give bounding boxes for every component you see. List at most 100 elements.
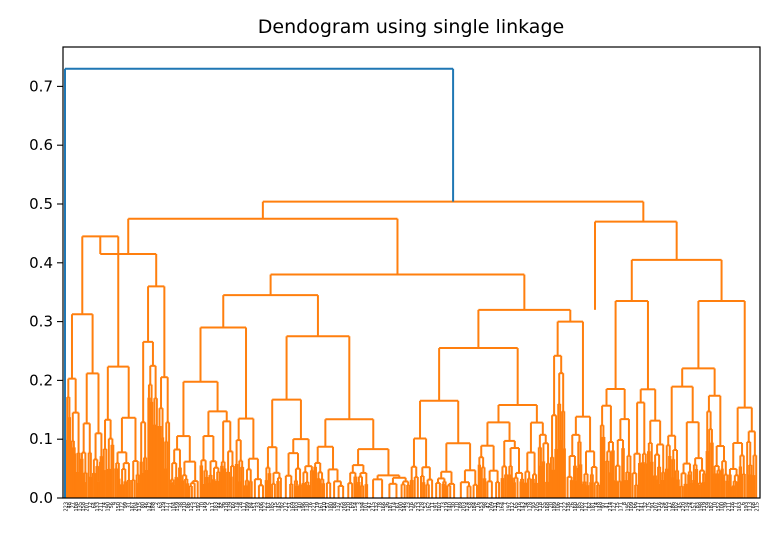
leaf-label: 36: [385, 502, 391, 508]
leaf-label: 38: [179, 502, 185, 508]
leaf-label: 223: [64, 502, 70, 512]
chart-title: Dendogram using single linkage: [258, 16, 564, 38]
leaf-label: 185: [269, 502, 275, 512]
leaf-label: 97: [601, 502, 607, 508]
leaf-label: 129: [161, 502, 167, 512]
y-tick-label: 0.3: [29, 313, 53, 331]
leaf-label: 178: [528, 502, 534, 512]
leaf-label: 66: [632, 502, 638, 508]
leaf-label: 154: [353, 502, 359, 512]
leaf-label: 14: [594, 502, 600, 508]
leaf-label: 79: [496, 502, 502, 508]
leaf-label: 112: [510, 502, 516, 512]
leaf-label: 100: [720, 502, 726, 512]
leaf-label: 101: [364, 502, 370, 512]
leaf-label: 153: [479, 502, 485, 512]
leaf-label: 135: [77, 502, 83, 512]
leaf-label: 181: [590, 502, 596, 512]
leaf-label: 30: [451, 502, 457, 508]
leaf-label: 127: [611, 502, 617, 512]
leaf-label: 76: [308, 502, 314, 508]
leaf-label: 217: [636, 502, 642, 512]
leaf-label: 194: [360, 502, 366, 512]
leaf-label: 116: [657, 502, 663, 512]
leaf-label: 65: [514, 502, 520, 508]
leaf-label: 21: [168, 502, 174, 508]
leaf-label: 150: [116, 502, 122, 512]
leaf-label: 221: [311, 502, 317, 512]
leaf-label: 93: [531, 502, 537, 508]
leaf-label: 119: [702, 502, 708, 512]
leaf-label: 111: [210, 502, 216, 512]
leaf-label: 158: [81, 502, 87, 512]
leaf-label: 51: [287, 502, 293, 508]
leaf-label: 31: [126, 502, 132, 508]
leaf-label: 211: [98, 502, 104, 512]
leaf-label: 200: [399, 502, 405, 512]
leaf-label: 172: [119, 502, 125, 512]
leaf-label: 85: [577, 502, 583, 508]
leaf-label: 206: [259, 502, 265, 512]
leaf-label: 148: [597, 502, 603, 512]
leaf-label: 11: [430, 502, 436, 508]
leaf-label: 54: [660, 502, 666, 508]
leaf-label: 164: [500, 502, 506, 512]
leaf-label: 32: [643, 502, 649, 508]
leaf-label: 202: [580, 502, 586, 512]
leaf-label: 107: [437, 502, 443, 512]
leaf-label: 5: [207, 502, 213, 505]
leaf-label: 208: [343, 502, 349, 512]
leaf-label: 55: [542, 502, 548, 508]
leaf-label: 170: [454, 502, 460, 512]
leaf-label: 203: [461, 502, 467, 512]
leaf-label: 159: [175, 502, 181, 512]
leaf-label: 180: [329, 502, 335, 512]
leaf-label: 63: [158, 502, 164, 508]
leaf-label: 124: [465, 502, 471, 512]
leaf-label: 152: [716, 502, 722, 512]
leaf-label: 84: [248, 502, 254, 508]
leaf-label: 167: [130, 502, 136, 512]
leaf-label: 134: [685, 502, 691, 512]
leaf-label: 209: [489, 502, 495, 512]
leaf-label: 140: [447, 502, 453, 512]
leaf-label: 70: [200, 502, 206, 508]
leaf-label: 62: [587, 502, 593, 508]
leaf-label: 184: [472, 502, 478, 512]
leaf-label: 199: [245, 502, 251, 512]
leaf-label: 44: [217, 502, 223, 508]
leaf-label: 7: [503, 502, 509, 505]
leaf-label: 189: [552, 502, 558, 512]
leaf-label: 125: [189, 502, 195, 512]
leaf-label: 205: [535, 502, 541, 512]
leaf-label: 73: [440, 502, 446, 508]
leaf-label: 8: [622, 502, 628, 505]
leaf-label: 68: [751, 502, 757, 508]
leaf-label: 130: [304, 502, 310, 512]
y-tick-label: 0.2: [29, 371, 53, 389]
leaf-label: 67: [266, 502, 272, 508]
leaf-label: 109: [629, 502, 635, 512]
leaf-label: 61: [395, 502, 401, 508]
leaf-label: 9: [112, 502, 118, 505]
leaf-label: 108: [74, 502, 80, 512]
leaf-label: 162: [426, 502, 432, 512]
leaf-label: 163: [737, 502, 743, 512]
leaf-label: 40: [297, 502, 303, 508]
y-tick-label: 0.7: [29, 77, 53, 95]
x-axis-leaf-labels: 2234827108135158201126413321174190569150…: [64, 502, 761, 512]
leaf-label: 177: [165, 502, 171, 512]
leaf-label: 88: [332, 502, 338, 508]
leaf-label: 12: [88, 502, 94, 508]
leaf-label: 83: [695, 502, 701, 508]
leaf-label: 110: [322, 502, 328, 512]
plot-frame: [62, 46, 761, 499]
leaf-label: 204: [133, 502, 139, 512]
leaf-label: 149: [203, 502, 209, 512]
leaf-label: 114: [392, 502, 398, 512]
leaf-label: 17: [667, 502, 673, 508]
leaf-label: 141: [639, 502, 645, 512]
leaf-label: 214: [608, 502, 614, 512]
leaf-label: 117: [241, 502, 247, 512]
